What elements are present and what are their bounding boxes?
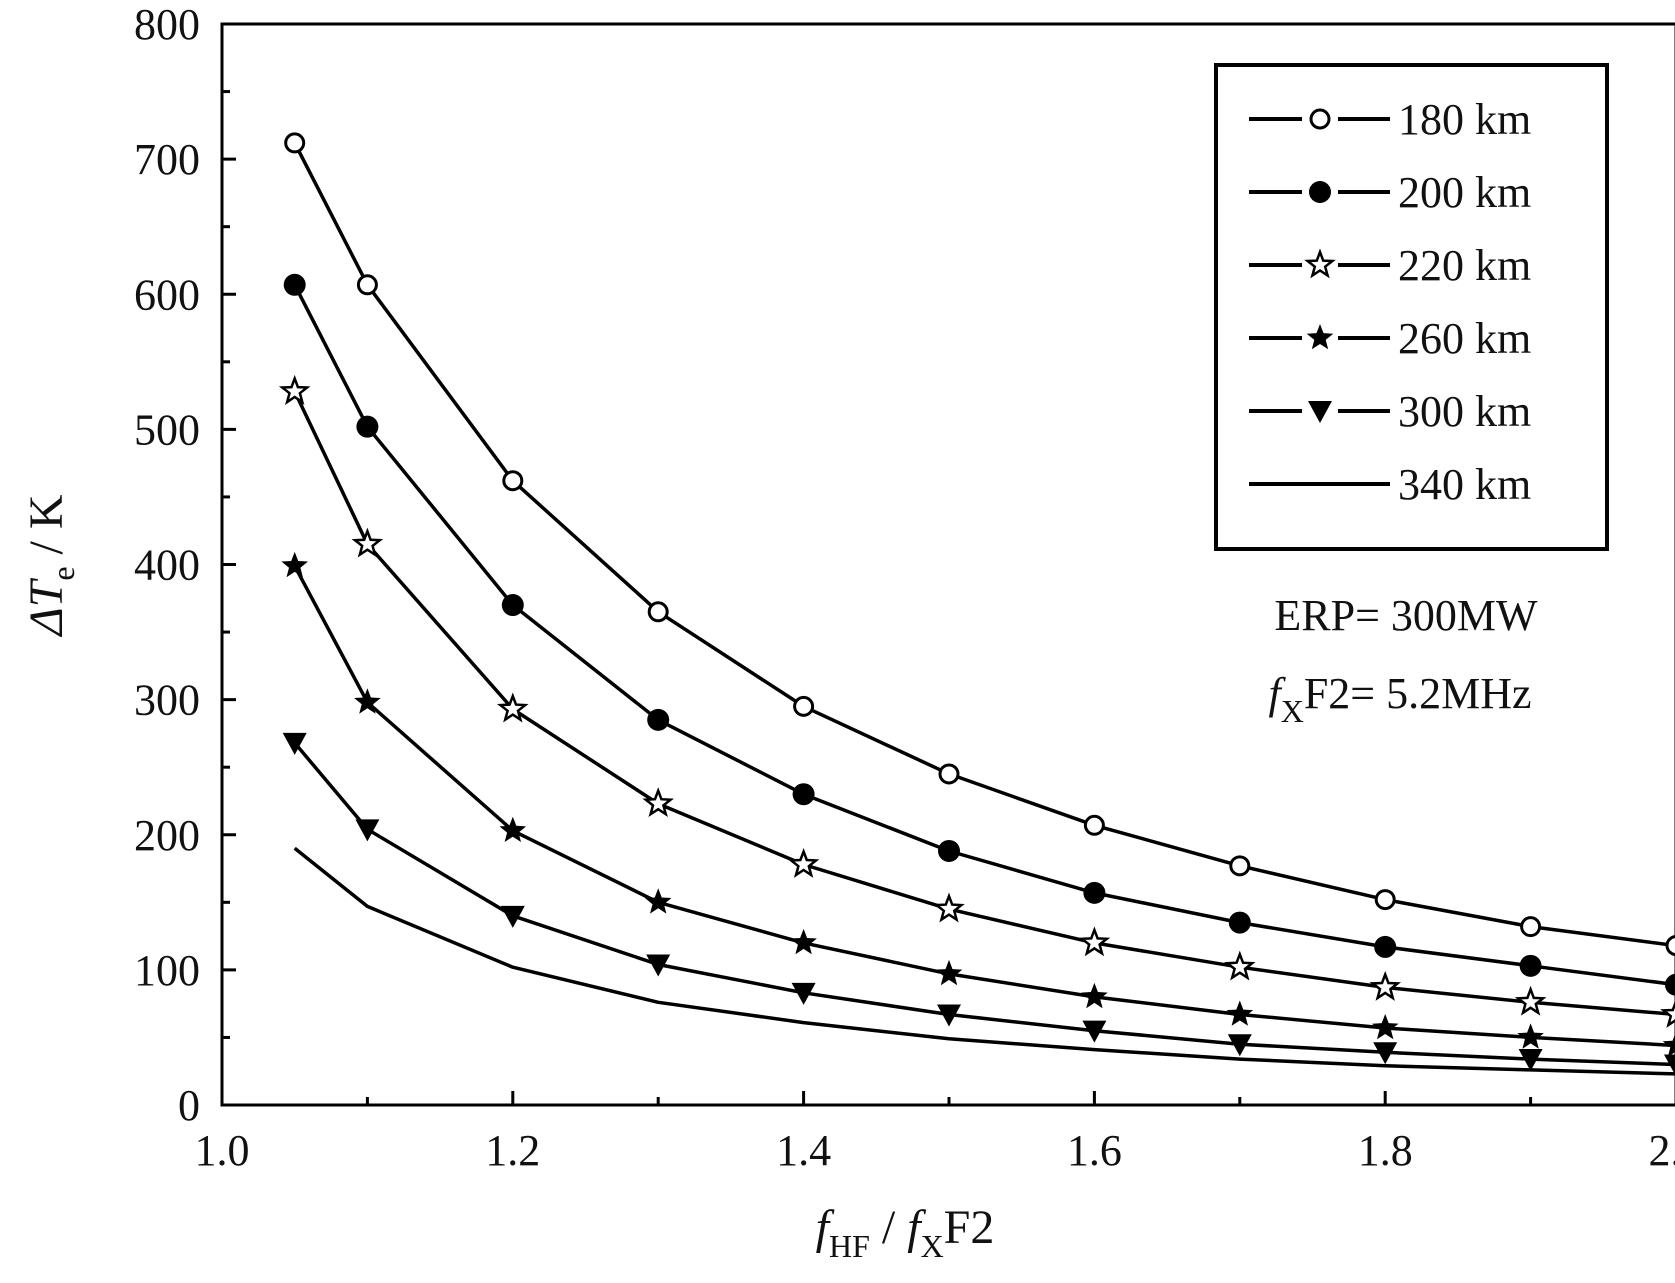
data-point-200-km (938, 840, 960, 862)
data-point-180-km (649, 603, 667, 621)
legend-label: 220 km (1398, 241, 1531, 290)
data-point-260-km (1517, 1023, 1544, 1048)
data-point-200-km (793, 783, 815, 805)
legend-marker (1309, 181, 1331, 203)
data-point-260-km (645, 888, 672, 913)
y-tick-label: 700 (134, 135, 200, 184)
data-point-220-km (1373, 974, 1398, 998)
data-point-220-km (282, 379, 307, 403)
erp-annotation: ERP= 300MW (1274, 591, 1538, 640)
data-point-300-km (355, 819, 379, 841)
data-point-180-km (286, 134, 304, 152)
y-tick-label: 0 (178, 1081, 200, 1130)
data-point-220-km (355, 531, 380, 555)
data-point-180-km (1085, 816, 1103, 834)
data-point-180-km (1231, 857, 1249, 875)
data-point-200-km (1229, 912, 1251, 934)
y-tick-label: 800 (134, 0, 200, 49)
x-tick-label: 1.4 (776, 1126, 831, 1175)
legend: 180 km 200 km 220 km 260 km 300 km 340 km (1216, 65, 1607, 549)
x-tick-label: 2.0 (1649, 1126, 1675, 1175)
data-point-220-km (646, 791, 671, 815)
legend-label: 340 km (1398, 460, 1531, 509)
y-tick-label: 200 (134, 811, 200, 860)
data-point-200-km (1665, 974, 1675, 996)
data-point-260-km (1081, 983, 1108, 1008)
legend-label: 260 km (1398, 314, 1531, 363)
data-point-220-km (937, 896, 962, 920)
x-axis-title-sub-x: X (921, 1228, 944, 1264)
series-line-340-km (295, 848, 1675, 1074)
data-point-180-km (1522, 918, 1540, 936)
data-point-220-km (1518, 989, 1543, 1013)
x-axis-title-slash: / (870, 1201, 907, 1254)
data-point-260-km (281, 552, 308, 577)
y-axis-title-main: ΔT (20, 577, 73, 637)
data-point-220-km (1227, 954, 1252, 978)
y-tick-label: 600 (134, 270, 200, 319)
y-tick-label: 100 (134, 946, 200, 995)
data-point-260-km (1227, 1001, 1254, 1026)
x-tick-label: 1.2 (485, 1126, 540, 1175)
data-point-260-km (790, 929, 817, 954)
legend-label: 200 km (1398, 168, 1531, 217)
data-point-220-km (1082, 930, 1107, 954)
data-point-220-km (1664, 1002, 1675, 1026)
y-tick-label: 500 (134, 405, 200, 454)
x-axis-title: fHF / fXF2 (816, 1201, 995, 1264)
x-tick-label: 1.8 (1358, 1126, 1413, 1175)
y-axis-title-unit: / K (20, 494, 73, 566)
data-point-260-km (936, 960, 963, 985)
x-tick-label: 1.0 (195, 1126, 250, 1175)
data-point-200-km (356, 416, 378, 438)
data-point-180-km (940, 765, 958, 783)
frequency-annotation: fXF2= 5.2MHz (1268, 669, 1531, 729)
y-axis-title-subscript: e (45, 566, 81, 580)
data-point-200-km (647, 709, 669, 731)
y-tick-label: 400 (134, 541, 200, 590)
data-point-180-km (795, 697, 813, 715)
data-point-220-km (791, 852, 816, 876)
data-point-260-km (1372, 1014, 1399, 1039)
series-340-km (295, 848, 1675, 1074)
data-point-180-km (1376, 891, 1394, 909)
frequency-annotation-sub: X (1281, 693, 1304, 729)
data-point-180-km (504, 472, 522, 490)
data-point-200-km (284, 274, 306, 296)
series-line-300-km (295, 743, 1675, 1065)
legend-marker (1311, 110, 1329, 128)
data-point-180-km (1667, 937, 1675, 955)
data-point-200-km (1520, 955, 1542, 977)
data-point-200-km (1374, 936, 1396, 958)
legend-label: 180 km (1398, 95, 1531, 144)
x-tick-label: 1.6 (1067, 1126, 1122, 1175)
data-point-200-km (1083, 882, 1105, 904)
frequency-annotation-value: F2= 5.2MHz (1304, 669, 1532, 718)
x-axis-title-sub-hf: HF (829, 1228, 870, 1264)
data-point-200-km (502, 594, 524, 616)
y-tick-label: 300 (134, 676, 200, 725)
legend-label: 300 km (1398, 387, 1531, 436)
data-point-180-km (358, 276, 376, 294)
y-axis-title: ΔTe / K (20, 494, 81, 637)
x-axis-title-f2: F2 (944, 1201, 995, 1254)
